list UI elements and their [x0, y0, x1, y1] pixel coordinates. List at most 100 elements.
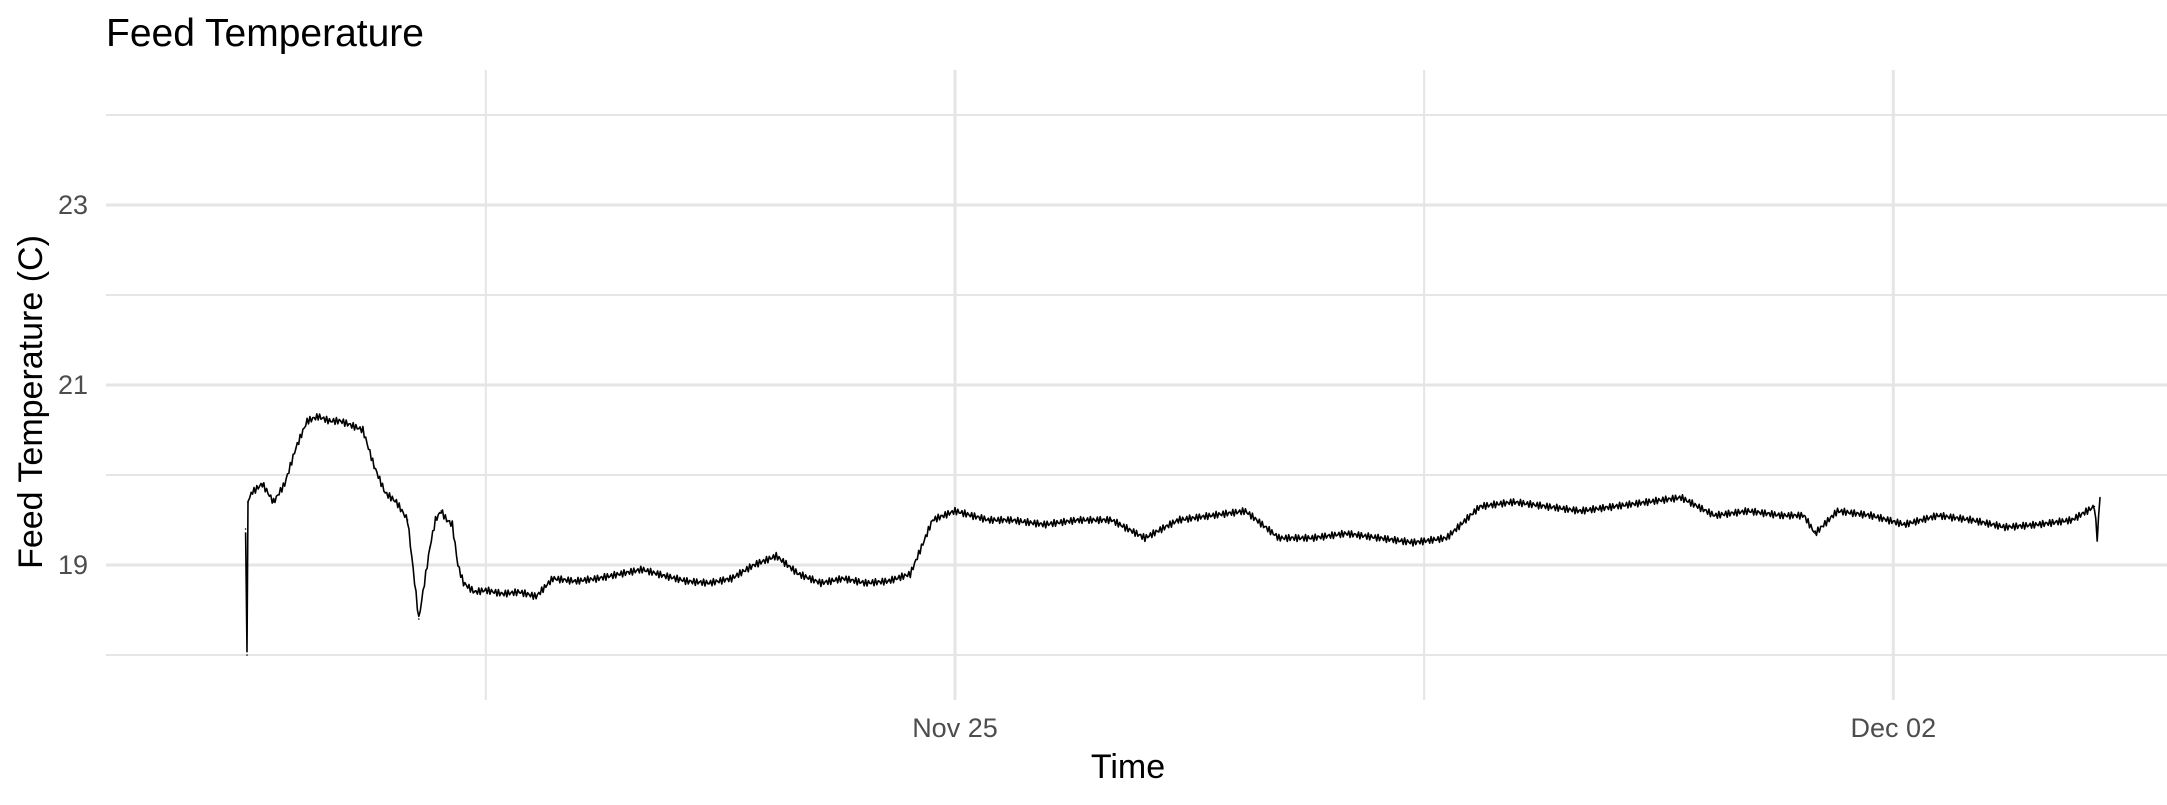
- data-point: [373, 465, 375, 467]
- data-point: [362, 429, 364, 431]
- data-point: [1970, 519, 1973, 521]
- data-point: [246, 654, 248, 656]
- data-point: [931, 519, 934, 521]
- data-point: [1043, 523, 1046, 526]
- data-point: [2099, 496, 2101, 499]
- x-tick-label: Nov 25: [912, 713, 998, 743]
- data-point: [663, 575, 666, 577]
- data-point: [501, 593, 504, 595]
- data-point: [842, 577, 845, 580]
- data-point: [244, 528, 247, 530]
- data-point: [1546, 505, 1548, 508]
- data-point: [468, 586, 470, 589]
- data-point: [1077, 519, 1079, 521]
- data-point: [1010, 519, 1012, 521]
- data-point: [2037, 523, 2040, 526]
- data-point: [2071, 519, 2073, 521]
- data-point: [306, 420, 308, 422]
- data-point: [1278, 537, 1280, 539]
- data-point: [406, 519, 409, 521]
- data-point: [641, 568, 643, 571]
- data-point: [384, 492, 387, 494]
- data-point: [1479, 505, 1481, 508]
- y-tick-labels: 19 21 23: [58, 190, 88, 580]
- data-layer: [244, 413, 2101, 656]
- data-point: [1780, 514, 1783, 517]
- data-point: [518, 591, 521, 593]
- data-point: [1680, 496, 1682, 499]
- data-point: [261, 483, 264, 485]
- data-point: [535, 595, 537, 598]
- data-point: [328, 420, 331, 422]
- data-point: [970, 514, 973, 517]
- data-point: [2093, 505, 2096, 508]
- data-point: [1445, 537, 1448, 539]
- data-point: [775, 555, 777, 557]
- data-point: [1144, 537, 1146, 539]
- data-point: [1814, 532, 1816, 535]
- data-point: [429, 546, 431, 548]
- data-point: [574, 580, 576, 582]
- data-point: [619, 573, 621, 575]
- data-point: [596, 577, 599, 580]
- data-point: [1836, 510, 1839, 512]
- data-point: [864, 582, 867, 584]
- data-point: [395, 501, 398, 503]
- data-point: [686, 580, 688, 582]
- data-point: [440, 510, 442, 512]
- x-tick-label: Dec 02: [1851, 713, 1937, 743]
- data-point: [247, 501, 249, 503]
- data-point: [987, 519, 990, 521]
- data-point: [339, 420, 342, 422]
- data-point: [1747, 510, 1749, 512]
- data-point: [1903, 523, 1906, 526]
- data-point: [317, 415, 320, 418]
- data-point: [1378, 537, 1381, 539]
- series-line: [244, 413, 2101, 653]
- data-point: [434, 519, 437, 521]
- data-point: [1870, 514, 1872, 517]
- y-tick-label: 21: [58, 370, 88, 400]
- data-point: [451, 523, 454, 526]
- data-point: [1803, 514, 1805, 517]
- data-point: [1177, 519, 1180, 521]
- data-point: [730, 577, 733, 580]
- data-point: [462, 582, 465, 584]
- data-point: [797, 573, 800, 575]
- data-point: [1646, 501, 1649, 503]
- data-point: [1412, 541, 1414, 544]
- major-gridlines: [106, 70, 2167, 700]
- chart-title: Feed Temperature: [106, 12, 424, 55]
- data-point: [473, 591, 476, 593]
- data-point: [457, 564, 459, 566]
- data-point: [485, 589, 487, 591]
- data-point: [272, 501, 275, 503]
- y-axis-label: Feed Temperature (C): [12, 235, 50, 569]
- data-point: [708, 582, 710, 584]
- data-point: [552, 577, 554, 580]
- data-point: [954, 510, 956, 512]
- x-tick-labels: Nov 25 Dec 02: [912, 713, 1936, 743]
- data-point: [820, 582, 822, 584]
- y-tick-label: 23: [58, 190, 88, 220]
- data-point: [1937, 514, 1939, 517]
- data-point: [1512, 501, 1515, 503]
- data-point: [250, 492, 252, 494]
- data-point: [753, 564, 755, 566]
- data-point: [1613, 505, 1615, 508]
- data-point: [1579, 510, 1582, 512]
- data-point: [445, 519, 448, 521]
- data-point: [1345, 532, 1347, 535]
- y-tick-label: 19: [58, 550, 88, 580]
- data-point: [909, 573, 912, 575]
- data-point: [295, 447, 297, 449]
- data-point: [283, 483, 286, 485]
- data-point: [1211, 514, 1213, 517]
- x-axis-label: Time: [1091, 748, 1165, 786]
- data-point: [1311, 537, 1314, 539]
- data-point: [2096, 537, 2098, 539]
- data-point: [887, 580, 889, 582]
- data-point: [418, 618, 420, 620]
